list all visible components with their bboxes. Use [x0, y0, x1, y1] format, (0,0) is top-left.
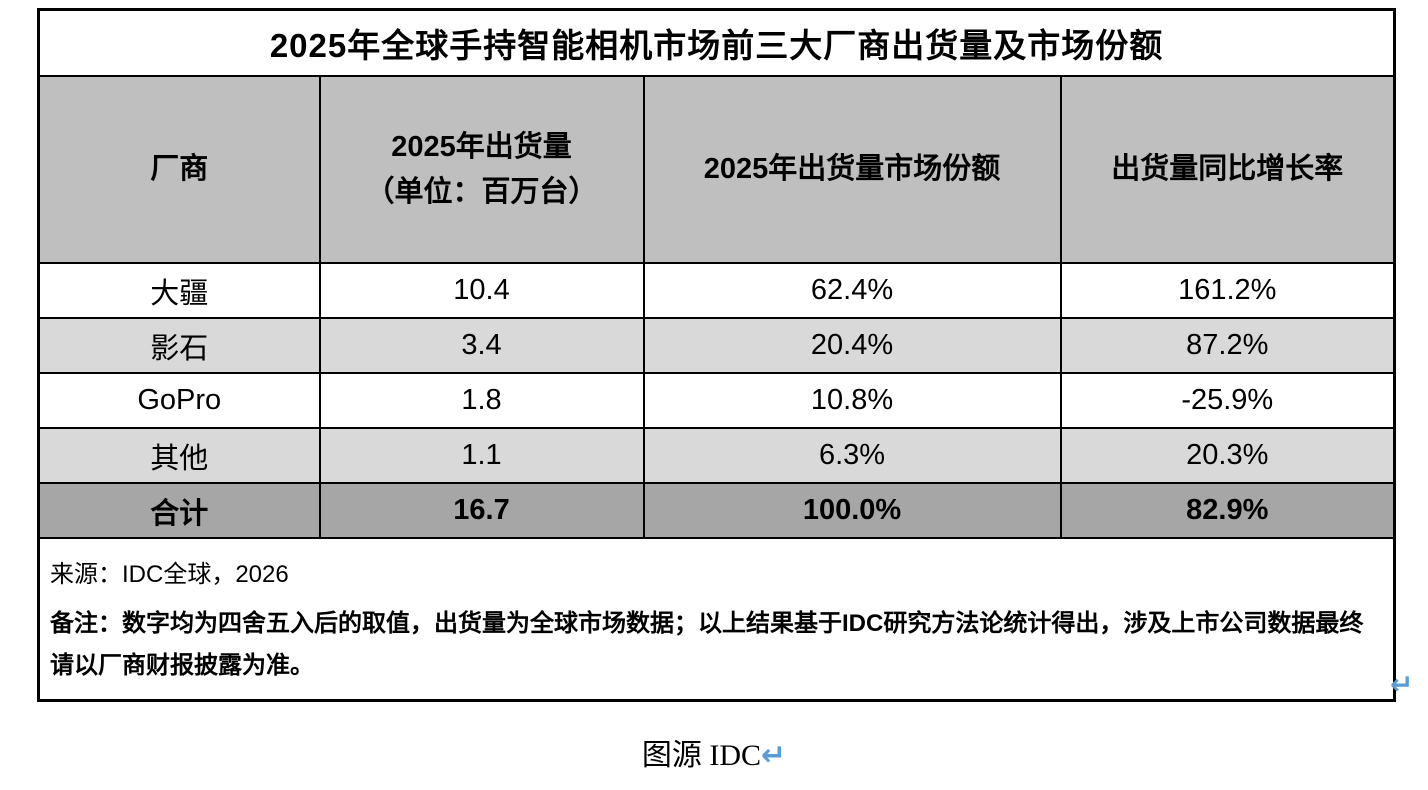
paragraph-return-icon: ↵	[761, 738, 787, 773]
growth-cell: 82.9%	[1059, 482, 1396, 539]
table-title: 2025年全球手持智能相机市场前三大厂商出货量及市场份额	[37, 8, 1396, 77]
share-cell: 62.4%	[642, 262, 1062, 319]
paragraph-return-icon: ↵	[1390, 668, 1414, 701]
column-header-shipments-line2: （单位：百万台）	[365, 175, 598, 208]
table-row-dji: 大疆 10.4 62.4% 161.2%	[37, 262, 1396, 319]
shipments-cell: 1.8	[318, 372, 645, 429]
column-header-shipments: 2025年出货量 （单位：百万台）	[318, 75, 645, 264]
column-header-growth: 出货量同比增长率	[1059, 75, 1396, 264]
note-line: 备注：数字均为四舍五入后的取值，出货量为全球市场数据；以上结果基于IDC研究方法…	[50, 609, 1364, 679]
table-row-others: 其他 1.1 6.3% 20.3%	[37, 427, 1396, 484]
share-cell: 100.0%	[642, 482, 1062, 539]
growth-cell: 87.2%	[1059, 317, 1396, 374]
column-header-share: 2025年出货量市场份额	[642, 75, 1062, 264]
table-row-total: 合计 16.7 100.0% 82.9%	[37, 482, 1396, 539]
table-row-gopro: GoPro 1.8 10.8% -25.9%	[37, 372, 1396, 429]
vendor-cell: 其他	[37, 427, 321, 484]
vendor-cell: 影石	[37, 317, 321, 374]
shipments-cell: 3.4	[318, 317, 645, 374]
growth-cell: -25.9%	[1059, 372, 1396, 429]
table-row-insta360: 影石 3.4 20.4% 87.2%	[37, 317, 1396, 374]
share-cell: 20.4%	[642, 317, 1062, 374]
growth-cell: 161.2%	[1059, 262, 1396, 319]
header-row: 厂商 2025年出货量 （单位：百万台） 2025年出货量市场份额 出货量同比增…	[37, 75, 1396, 264]
share-cell: 10.8%	[642, 372, 1062, 429]
shipments-cell: 10.4	[318, 262, 645, 319]
column-header-shipments-line1: 2025年出货量	[391, 130, 572, 163]
column-header-vendor: 厂商	[37, 75, 321, 264]
vendor-cell: 大疆	[37, 262, 321, 319]
vendor-cell: 合计	[37, 482, 321, 539]
market-share-table: 2025年全球手持智能相机市场前三大厂商出货量及市场份额 厂商 2025年出货量…	[37, 8, 1397, 702]
title-row: 2025年全球手持智能相机市场前三大厂商出货量及市场份额	[37, 8, 1396, 77]
share-cell: 6.3%	[642, 427, 1062, 484]
source-line: 来源：IDC全球，2026	[50, 560, 289, 588]
notes-cell: 来源：IDC全球，2026 备注：数字均为四舍五入后的取值，出货量为全球市场数据…	[37, 537, 1396, 702]
shipments-cell: 1.1	[318, 427, 645, 484]
shipments-cell: 16.7	[318, 482, 645, 539]
caption-text: 图源 IDC	[641, 739, 762, 772]
vendor-cell: GoPro	[37, 372, 321, 429]
notes-row: 来源：IDC全球，2026 备注：数字均为四舍五入后的取值，出货量为全球市场数据…	[37, 537, 1396, 702]
image-caption: 图源 IDC↵	[0, 730, 1428, 774]
growth-cell: 20.3%	[1059, 427, 1396, 484]
